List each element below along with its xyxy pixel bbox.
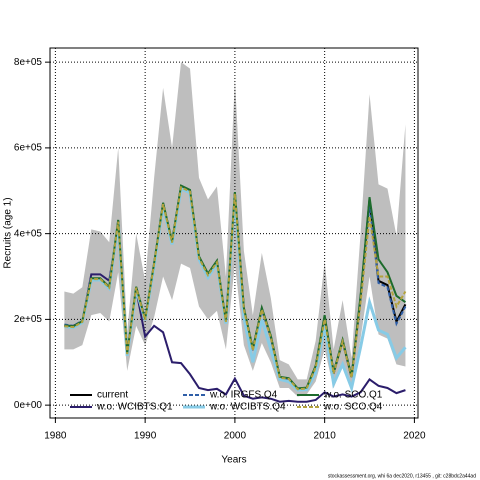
x-tick-label: 2010 [314,431,337,442]
legend-label: w.o. IRGFS.Q4 [209,390,278,401]
x-tick-label: 2020 [403,431,426,442]
legend-label: w.o. SCO.Q4 [323,402,383,413]
legend-label: w.o. WCIBTS.Q1 [96,402,173,413]
legend-label: w.o. SCO.Q1 [323,390,383,401]
y-axis-label: Recruits (age 1) [3,197,14,268]
y-tick-label: 0e+00 [14,400,43,411]
footnote: stockassessment.org, whi 6a dec2020, r13… [328,473,476,479]
y-tick-label: 6e+05 [14,143,43,154]
confidence-band [64,62,406,397]
y-tick-label: 4e+05 [14,228,43,239]
x-tick-label: 2000 [224,431,247,442]
x-tick-label: 1980 [44,431,67,442]
x-axis-label: Years [221,455,246,466]
series-line [64,185,407,391]
plot-frame [49,47,419,419]
y-tick-label: 8e+05 [14,57,43,68]
legend-label: w.o. WCIBTS.Q4 [209,402,286,413]
y-tick-label: 2e+05 [14,314,43,325]
x-tick-label: 1990 [134,431,157,442]
legend-label: current [97,390,128,401]
